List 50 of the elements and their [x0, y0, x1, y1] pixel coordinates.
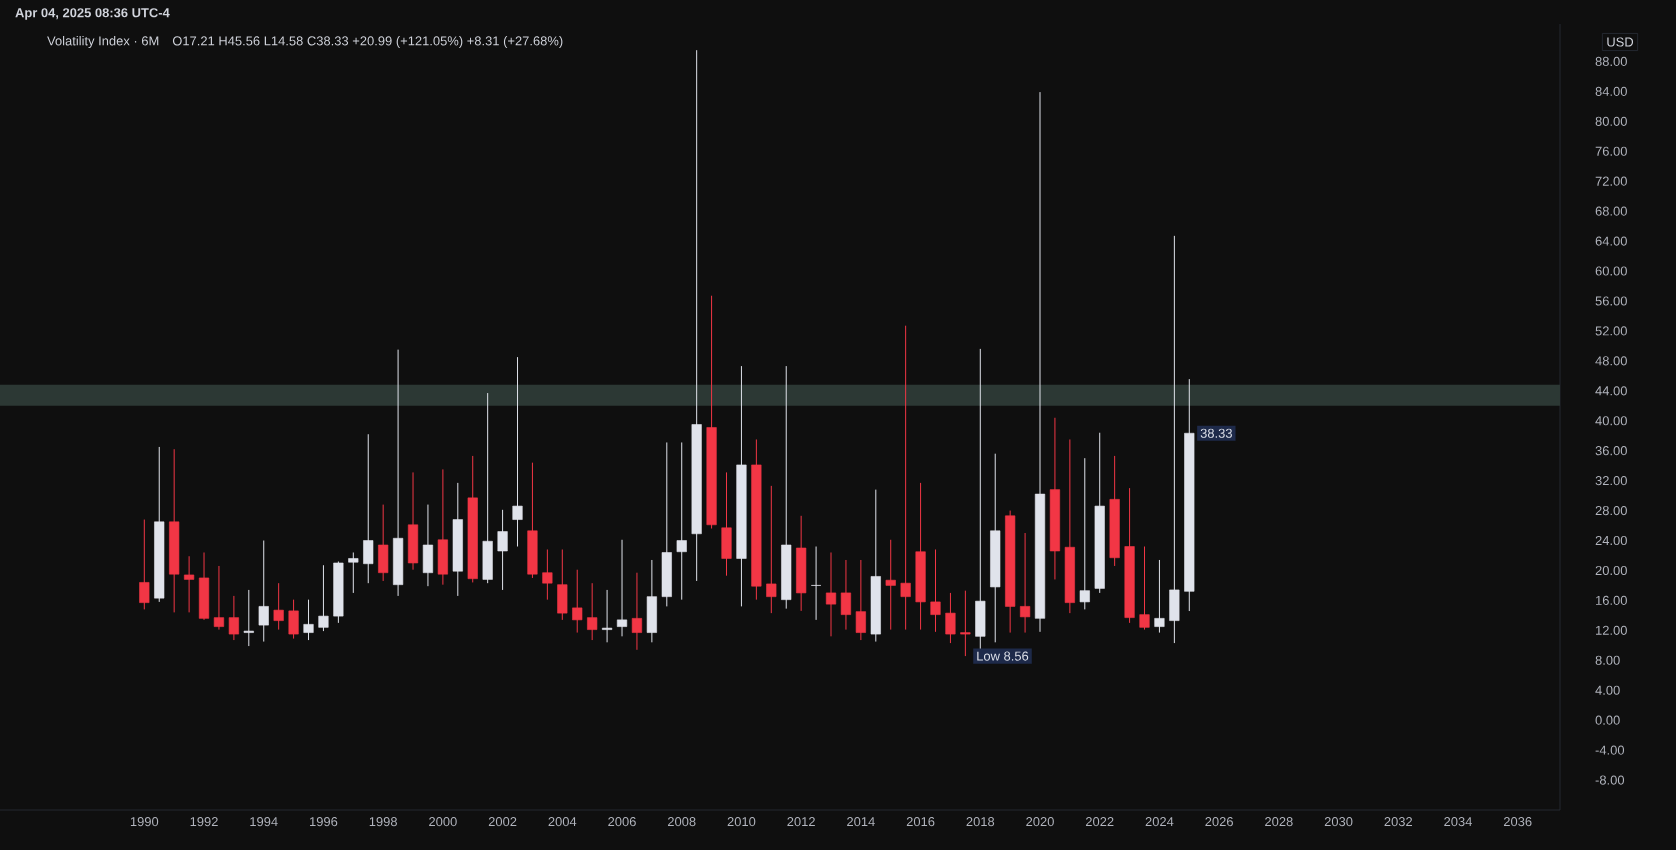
candlestick [721, 471, 732, 577]
candlestick [363, 433, 374, 584]
candlestick [1020, 532, 1031, 634]
candlestick [840, 559, 852, 631]
candlestick [407, 471, 419, 571]
candlestick [557, 548, 568, 621]
candlestick [676, 441, 687, 601]
candlestick [631, 572, 643, 651]
candlestick [393, 349, 404, 597]
candlestick [885, 539, 896, 631]
candlestick [378, 504, 389, 582]
candlestick [348, 551, 359, 594]
candlestick [243, 589, 254, 647]
candlestick [587, 582, 598, 641]
candlestick [437, 468, 448, 586]
candlestick [811, 546, 822, 621]
candlestick [855, 559, 866, 641]
candlestick [497, 509, 508, 591]
candlestick [527, 462, 538, 579]
candlestick [646, 559, 657, 643]
candlestick [1139, 546, 1150, 631]
candlestick [825, 551, 837, 637]
candlestick [303, 599, 314, 641]
candlestick [960, 590, 971, 657]
candlestick [930, 548, 941, 633]
candlestick [213, 565, 225, 631]
candlestick [198, 551, 210, 621]
candlestick [258, 540, 269, 643]
candlestick [482, 392, 493, 584]
candlestick [975, 348, 986, 653]
candlestick [273, 582, 284, 631]
candlestick [512, 356, 523, 547]
candlestick [900, 325, 911, 631]
candlestick [422, 504, 434, 587]
candlestick [228, 595, 239, 641]
candlestick [1154, 559, 1165, 634]
candlestick [572, 569, 583, 634]
candlestick [542, 548, 553, 601]
candlestick [184, 555, 195, 613]
candlestick [288, 599, 299, 640]
candlestick [945, 592, 956, 644]
candlestick [139, 519, 150, 610]
candlestick [766, 485, 777, 614]
candlestick [661, 441, 672, 607]
candlestick [616, 539, 628, 637]
candlestick [318, 564, 329, 632]
candlestick [1169, 235, 1180, 644]
candlestick [796, 515, 807, 612]
candlestick [602, 589, 613, 643]
candlestick [1079, 457, 1090, 610]
